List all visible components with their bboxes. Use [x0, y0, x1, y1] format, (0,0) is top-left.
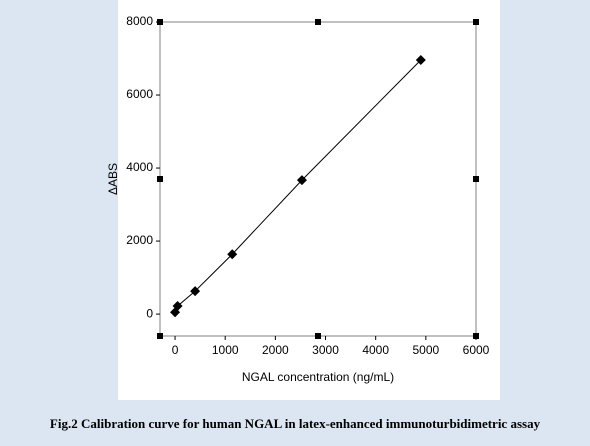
x-tick-label: 5000	[412, 343, 439, 357]
data-point	[415, 54, 426, 65]
y-tick-label: 8000	[126, 14, 153, 28]
y-tick-label: 4000	[126, 160, 153, 174]
caption: Fig.2 Calibration curve for human NGAL i…	[49, 416, 541, 431]
y-tick-label: 6000	[126, 87, 153, 101]
data-point	[296, 175, 307, 186]
x-axis-label: NGAL concentration (ng/mL)	[242, 370, 394, 384]
data-point	[172, 301, 183, 312]
x-tick-label: 6000	[463, 343, 490, 357]
data-point	[227, 249, 238, 260]
y-tick-label: 2000	[126, 233, 153, 247]
x-tick-label: 0	[172, 343, 179, 357]
x-tick-label: 4000	[362, 343, 389, 357]
chart: NGAL concentration (ng/mL) ΔABS 0 2000 400…	[106, 0, 500, 400]
y-tick-label: 0	[146, 306, 153, 320]
x-tick-label: 2000	[262, 343, 289, 357]
data-point	[190, 286, 201, 297]
x-tick-label: 1000	[212, 343, 239, 357]
chart-background	[118, 0, 500, 400]
y-axis-label: ΔABS	[106, 163, 120, 195]
x-tick-label: 3000	[312, 343, 339, 357]
